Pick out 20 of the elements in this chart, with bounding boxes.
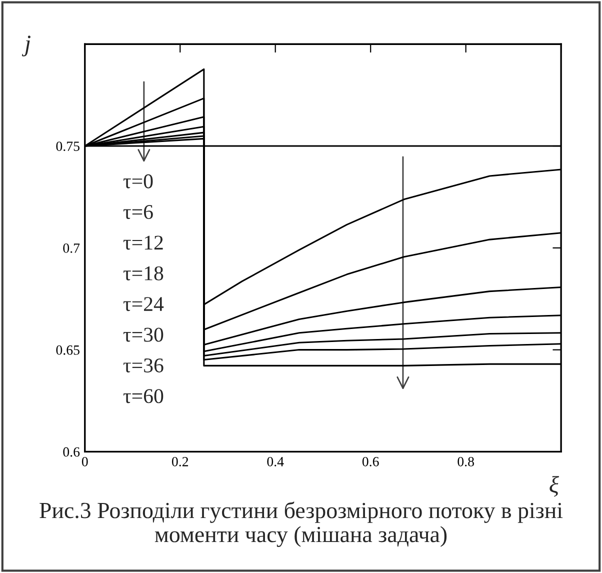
annotation: τ=0 xyxy=(123,174,153,188)
x-tick-label: 0.6 xyxy=(362,456,379,466)
annotation: τ=30 xyxy=(123,328,164,342)
annotation: τ=18 xyxy=(123,266,164,280)
text: Рис.3 Розподіли густини безрозмірного потоку в різні моменти часу (мішана задача) xyxy=(40,502,563,547)
annotation: τ=12 xyxy=(123,236,163,250)
y-tick-label: 0.65 xyxy=(56,345,80,355)
y-tick-label: 0.7 xyxy=(63,243,80,253)
y-tick-label: 0.75 xyxy=(56,142,80,152)
y-tick-label: 0.6 xyxy=(63,447,80,457)
x-axis-title: ξ xyxy=(550,476,559,497)
x-tick-label: 0.8 xyxy=(458,456,474,466)
annotation: τ=24 xyxy=(123,297,164,312)
x-tick-label: 0.4 xyxy=(267,456,284,466)
y-axis-title: j xyxy=(22,36,30,56)
x-tick-label: 0 xyxy=(82,456,88,466)
annotation: τ=36 xyxy=(123,358,164,372)
annotation: τ=60 xyxy=(123,389,164,404)
annotation: τ=6 xyxy=(123,205,153,220)
x-tick-label: 0.2 xyxy=(172,456,188,466)
